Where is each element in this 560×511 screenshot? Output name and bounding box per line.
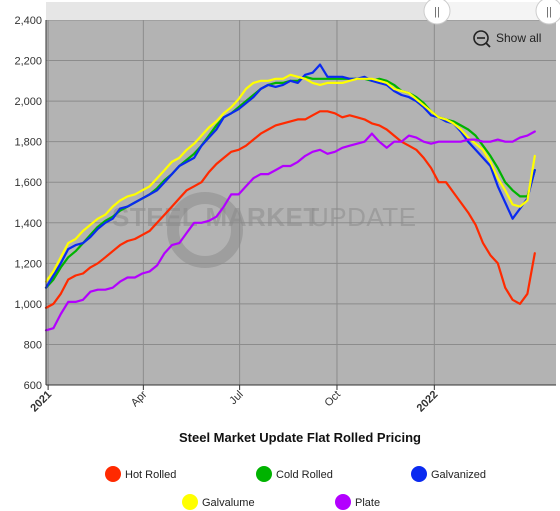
y-tick-label: 1,200: [14, 258, 42, 270]
navigator-right-handle[interactable]: ||: [535, 0, 560, 25]
range-navigator[interactable]: || ||: [46, 0, 560, 25]
zoom-out-icon: [473, 30, 489, 46]
y-axis-ticks: 600 800 1,000 1,200 1,400 1,600 1,800 2,000 2,20…: [14, 15, 42, 392]
watermark: STEEL MARKET UPDATE: [112, 192, 417, 268]
series-lines: [44, 63, 536, 332]
legend-marker-cold-rolled: [256, 466, 272, 482]
navigator-left-handle[interactable]: ||: [423, 0, 451, 25]
legend-item-galvalume[interactable]: Galvalume: [182, 494, 255, 510]
legend-marker-galvanized: [411, 466, 427, 482]
x-tick-label: 2022: [415, 389, 441, 415]
legend-marker-galvalume: [182, 494, 198, 510]
show-all-button[interactable]: Show all: [473, 30, 541, 48]
svg-text:||: ||: [546, 6, 552, 18]
legend-item-galvanized[interactable]: Galvanized: [411, 466, 486, 482]
x-tick-label: Apr: [129, 388, 150, 409]
y-tick-label: 2,200: [14, 56, 42, 68]
legend-label-hot-rolled: Hot Rolled: [125, 469, 176, 481]
watermark-logo-icon: [167, 192, 243, 268]
x-tick-label: 2021: [28, 389, 54, 415]
y-tick-label: 600: [24, 380, 42, 392]
legend-label-galvalume: Galvalume: [202, 497, 255, 509]
y-tick-label: 800: [24, 339, 42, 351]
legend-item-cold-rolled[interactable]: Cold Rolled: [256, 466, 333, 482]
svg-text:||: ||: [434, 6, 440, 18]
y-tick-label: 1,800: [14, 137, 42, 149]
series-line-galvalume: [44, 73, 536, 283]
legend: Hot Rolled Cold Rolled Galvanized Galvalume…: [105, 466, 486, 510]
series-line-hot-rolled: [44, 110, 536, 309]
y-tick-label: 2,000: [14, 96, 42, 108]
series-line-plate: [44, 130, 536, 332]
watermark-light-text: UPDATE: [310, 202, 417, 232]
show-all-label: Show all: [496, 31, 541, 45]
legend-marker-plate: [335, 494, 351, 510]
y-tick-label: 1,600: [14, 177, 42, 189]
legend-label-cold-rolled: Cold Rolled: [276, 469, 333, 481]
legend-marker-hot-rolled: [105, 466, 121, 482]
legend-label-plate: Plate: [355, 497, 380, 509]
navigator-selection[interactable]: [436, 2, 556, 20]
legend-item-plate[interactable]: Plate: [335, 494, 380, 510]
chart-title: Steel Market Update Flat Rolled Pricing: [179, 430, 421, 445]
x-tick-label: Jul: [227, 389, 245, 407]
x-axis-ticks: 2021 Apr Jul Oct 2022: [28, 385, 440, 414]
y-tick-label: 1,400: [14, 218, 42, 230]
x-tick-label: Oct: [323, 389, 344, 410]
y-tick-label: 2,400: [14, 15, 42, 27]
y-tick-label: 1,000: [14, 299, 42, 311]
legend-label-galvanized: Galvanized: [431, 469, 486, 481]
legend-item-hot-rolled[interactable]: Hot Rolled: [105, 466, 176, 482]
